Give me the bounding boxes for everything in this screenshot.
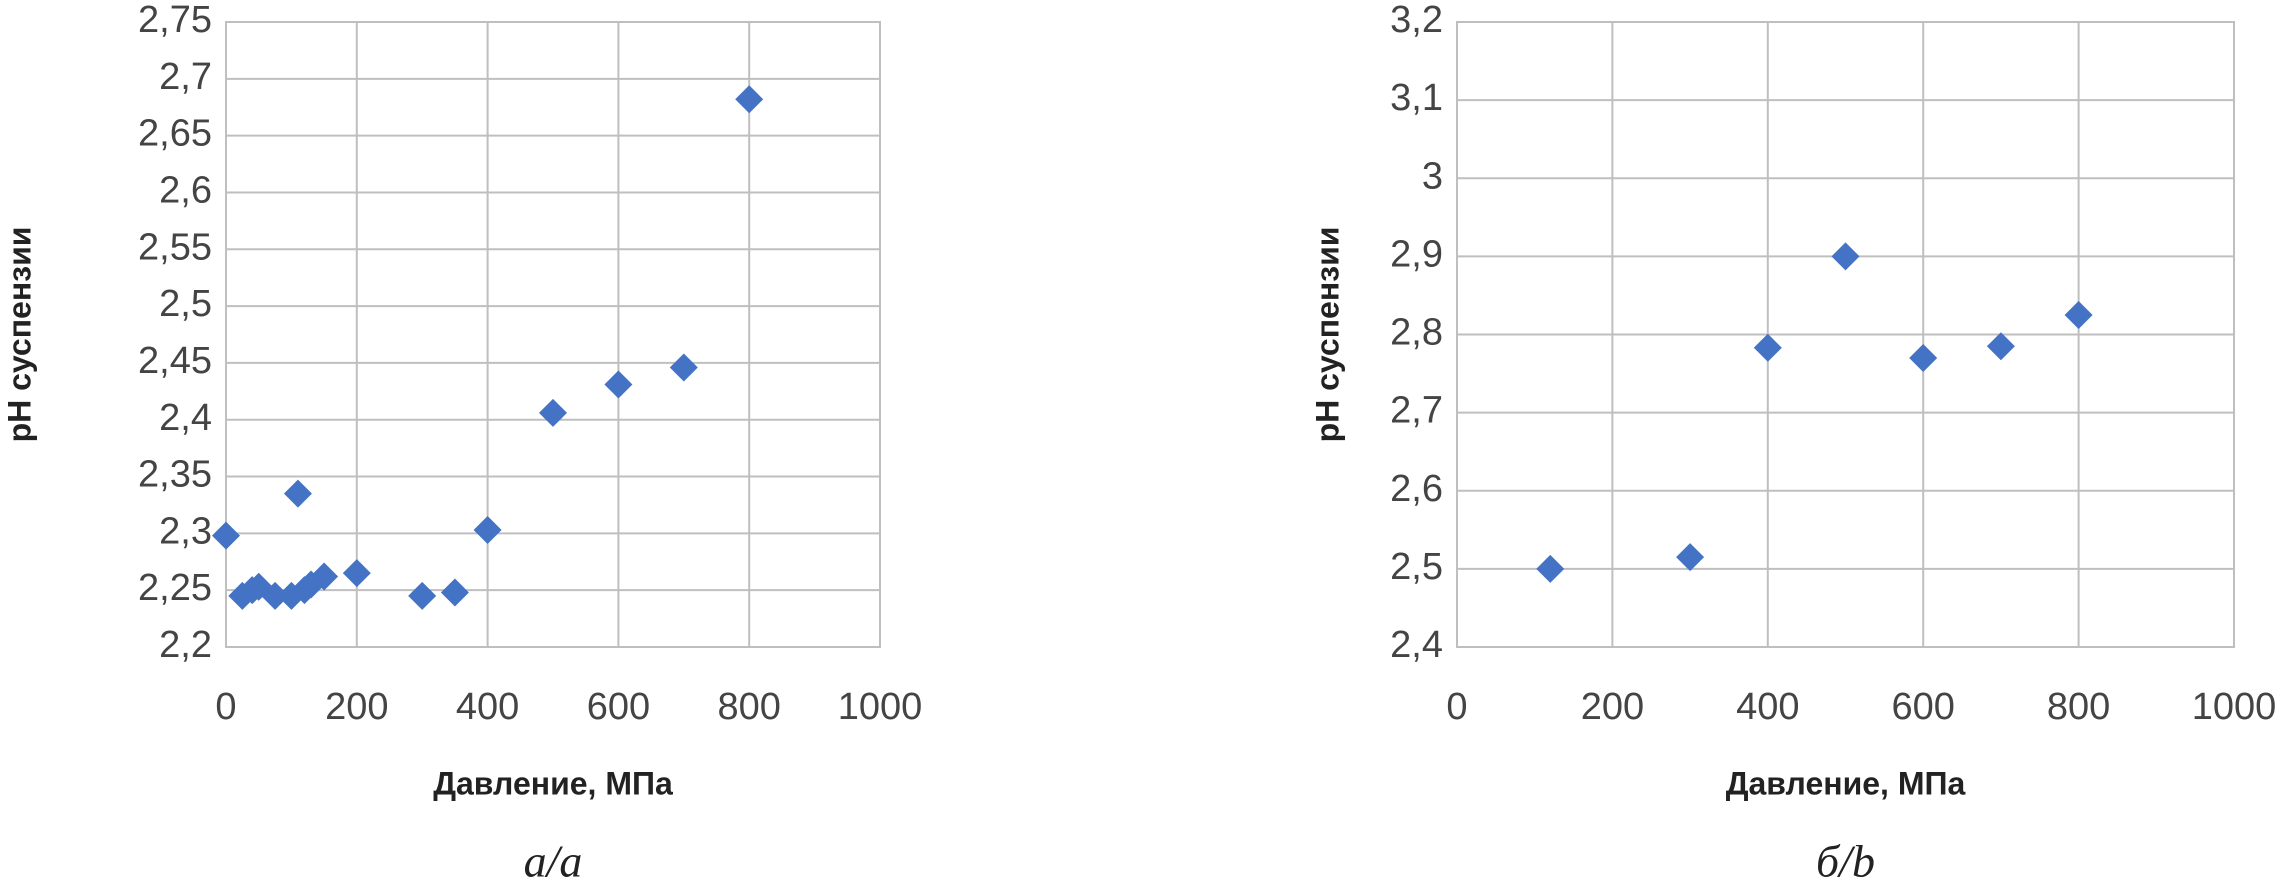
x-tick-label: 1000 [2192, 686, 2277, 728]
y-tick-label: 2,55 [138, 226, 212, 268]
y-axis-title: pH суспензии [1309, 227, 1345, 443]
y-tick-label: 2,4 [1390, 624, 1443, 666]
point [735, 85, 764, 114]
y-tick-label: 3,1 [1390, 77, 1443, 119]
y-tick-label: 2,3 [159, 510, 212, 552]
x-tick-label: 800 [717, 686, 780, 728]
y-tick-label: 2,25 [138, 567, 212, 609]
point [261, 581, 290, 610]
y-tick-label: 2,65 [138, 113, 212, 155]
y-tick-label: 3 [1422, 155, 1443, 197]
point [1676, 543, 1705, 572]
y-tick-label: 2,6 [159, 169, 212, 211]
point [212, 521, 240, 550]
point [342, 559, 371, 588]
x-tick-label: 0 [1446, 686, 1467, 728]
y-tick-label: 2,5 [159, 283, 212, 325]
y-tick-label: 2,7 [159, 56, 212, 98]
point [1909, 343, 1938, 372]
y-tick-label: 2,9 [1390, 233, 1443, 275]
plot-frame [1456, 21, 2235, 648]
x-tick-label: 400 [456, 686, 519, 728]
x-tick-label: 0 [215, 686, 236, 728]
point [440, 578, 469, 607]
y-tick-label: 2,5 [1390, 546, 1443, 588]
point [310, 562, 339, 591]
y-tick-label: 2,7 [1390, 390, 1443, 432]
x-tick-label: 1000 [838, 686, 923, 728]
point [669, 353, 698, 382]
point [1753, 333, 1782, 362]
point [1986, 332, 2015, 361]
caption: а/a [524, 836, 583, 887]
y-tick-label: 2,6 [1390, 468, 1443, 510]
y-tick-label: 3,2 [1390, 0, 1443, 41]
point [408, 581, 437, 610]
plot-frame [225, 21, 881, 648]
point [539, 398, 567, 427]
point [604, 370, 633, 399]
y-tick-label: 2,35 [138, 454, 212, 496]
x-tick-label: 200 [1581, 686, 1644, 728]
x-axis-title: Давление, МПа [433, 765, 673, 801]
x-tick-label: 600 [1891, 686, 1954, 728]
x-tick-label: 600 [587, 686, 650, 728]
caption: б/b [1816, 836, 1875, 887]
y-tick-label: 2,2 [159, 624, 212, 666]
y-tick-label: 2,75 [138, 0, 212, 41]
y-axis-title: pH суспензии [1, 227, 37, 443]
x-tick-label: 800 [2047, 686, 2110, 728]
point [1536, 554, 1565, 583]
point [2064, 300, 2093, 329]
x-axis-title: Давление, МПа [1726, 765, 1966, 801]
point [1831, 242, 1860, 271]
y-tick-label: 2,45 [138, 340, 212, 382]
point [473, 515, 502, 544]
x-tick-label: 400 [1736, 686, 1799, 728]
point [283, 479, 312, 508]
x-tick-label: 200 [325, 686, 388, 728]
y-tick-label: 2,8 [1390, 312, 1443, 354]
y-tick-label: 2,4 [159, 397, 212, 439]
